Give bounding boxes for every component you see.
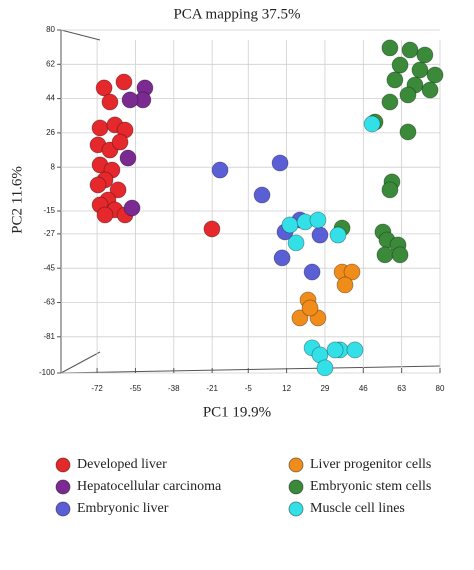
point: [391, 56, 409, 74]
point: [399, 86, 417, 104]
point: [346, 341, 364, 359]
point: [376, 246, 394, 264]
x-tick-label: -55: [130, 384, 142, 393]
point: [291, 309, 309, 327]
point: [316, 359, 334, 377]
point: [426, 66, 444, 84]
point: [287, 234, 305, 252]
point: [391, 246, 409, 264]
point: [329, 226, 347, 244]
point: [91, 119, 109, 137]
x-tick-label: -38: [168, 384, 180, 393]
point: [119, 149, 137, 167]
point: [336, 276, 354, 294]
legend-swatch: [288, 501, 304, 517]
point: [381, 181, 399, 199]
point: [399, 123, 417, 141]
y-tick-label: 44: [46, 94, 55, 103]
point: [301, 299, 319, 317]
y-tick-label: 8: [51, 162, 56, 171]
point: [203, 220, 221, 238]
legend-label: Muscle cell lines: [310, 501, 405, 516]
x-tick-label: 80: [436, 384, 445, 393]
point: [363, 115, 381, 133]
y-tick-label: -45: [43, 263, 55, 272]
point: [309, 211, 327, 229]
point: [381, 39, 399, 57]
x-tick-label: 46: [359, 384, 368, 393]
legend-label: Liver progenitor cells: [310, 457, 431, 472]
point: [89, 176, 107, 194]
chart-title: PCA mapping 37.5%: [173, 6, 300, 22]
y-tick-label: 80: [46, 25, 55, 34]
point: [253, 186, 271, 204]
point: [326, 341, 344, 359]
x-tick-label: 63: [397, 384, 406, 393]
legend-label: Hepatocellular carcinoma: [77, 479, 222, 494]
x-tick-label: -72: [91, 384, 103, 393]
point: [271, 154, 289, 172]
point: [109, 181, 127, 199]
legend: Developed liver Hepatocellular carcinoma E…: [55, 457, 431, 517]
y-tick-label: -100: [39, 368, 56, 377]
point: [421, 81, 439, 99]
point: [281, 216, 299, 234]
legend-swatch: [288, 479, 304, 495]
x-axis-label: PC1 19.9%: [203, 404, 271, 420]
point: [386, 71, 404, 89]
legend-label: Developed liver: [77, 457, 167, 472]
legend-swatch: [55, 479, 71, 495]
point: [96, 206, 114, 224]
point: [95, 79, 113, 97]
y-tick-label: -27: [43, 229, 55, 238]
legend-label: Embryonic stem cells: [310, 479, 431, 494]
point: [311, 226, 329, 244]
y-tick-label: -15: [43, 206, 55, 215]
point: [411, 61, 429, 79]
point: [111, 133, 129, 151]
point: [101, 93, 119, 111]
x-tick-label: 29: [320, 384, 329, 393]
y-tick-label: 26: [46, 128, 55, 137]
y-tick-label: 62: [46, 59, 55, 68]
point: [381, 93, 399, 111]
x-tick-label: -5: [245, 384, 253, 393]
y-axis-label: PC2 11.6%: [9, 166, 25, 234]
x-tick-label: -21: [206, 384, 218, 393]
point: [123, 199, 141, 217]
point: [115, 73, 133, 91]
axis-frame: [60, 29, 441, 374]
legend-label: Embryonic liver: [77, 501, 169, 516]
point: [416, 46, 434, 64]
point: [303, 263, 321, 281]
point: [273, 249, 291, 267]
point: [343, 263, 361, 281]
y-tick-label: -63: [43, 298, 55, 307]
y-tick-label: -81: [43, 332, 55, 341]
points: [89, 39, 444, 377]
legend-swatch: [55, 501, 71, 517]
x-tick-label: 12: [282, 384, 291, 393]
point: [211, 161, 229, 179]
legend-swatch: [55, 457, 71, 473]
point: [401, 41, 419, 59]
legend-swatch: [288, 457, 304, 473]
point: [121, 91, 139, 109]
